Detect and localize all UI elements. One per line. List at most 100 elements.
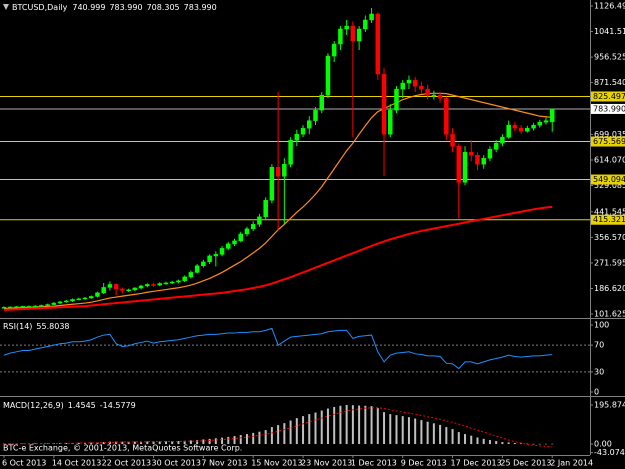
candle-body bbox=[518, 127, 524, 132]
candle-body bbox=[194, 265, 200, 273]
x-tick-label: 17 Dec 2013 bbox=[451, 459, 502, 468]
macd-bar bbox=[488, 440, 491, 445]
candle-body bbox=[506, 124, 511, 138]
macd-bar bbox=[308, 414, 311, 445]
candle-body bbox=[375, 13, 381, 75]
macd-bar bbox=[364, 405, 367, 445]
candle-body bbox=[213, 254, 219, 257]
candle-body bbox=[431, 94, 437, 97]
y-tick-label: 871.540 bbox=[594, 78, 625, 87]
candle-body bbox=[475, 154, 480, 165]
candle-body bbox=[512, 124, 518, 129]
candle-body bbox=[338, 28, 343, 45]
candle-body bbox=[363, 19, 368, 30]
candle-body bbox=[487, 148, 493, 159]
macd-bar bbox=[189, 440, 192, 445]
candle-body bbox=[319, 94, 324, 111]
macd-bar bbox=[171, 441, 174, 445]
candle-body bbox=[269, 166, 275, 201]
macd-bar bbox=[152, 441, 155, 445]
macd-bar bbox=[320, 410, 323, 445]
candle-body bbox=[531, 124, 536, 129]
candle-body bbox=[313, 109, 318, 121]
macd-bar bbox=[414, 418, 417, 445]
candle-body bbox=[462, 151, 468, 183]
macd-bar bbox=[464, 434, 467, 445]
candle-body bbox=[294, 133, 300, 141]
macd-bar bbox=[445, 427, 448, 445]
macd-bar bbox=[333, 406, 336, 445]
macd-bar bbox=[351, 405, 354, 445]
macd-bar bbox=[401, 416, 404, 445]
chart-header: BTCUSD,Daily 740.999 783.990 708.305 783.990 bbox=[12, 3, 217, 12]
candle-body bbox=[437, 94, 443, 99]
candle-body bbox=[82, 297, 88, 300]
macd-bar bbox=[214, 438, 217, 445]
candle-body bbox=[45, 304, 50, 306]
macd-bar bbox=[501, 442, 504, 445]
y-tick-label: 100 bbox=[594, 321, 609, 330]
x-tick-label: 2 Jan 2014 bbox=[550, 459, 593, 468]
symbol: BTCUSD,Daily bbox=[12, 3, 68, 12]
candle-body bbox=[394, 88, 399, 111]
candle-body bbox=[57, 301, 63, 304]
x-tick-label: 23 Nov 2013 bbox=[301, 459, 352, 468]
macd-bar bbox=[270, 427, 273, 445]
macd-bar bbox=[532, 443, 535, 445]
candle-body bbox=[88, 296, 94, 299]
candle-body bbox=[444, 97, 449, 135]
macd-bar bbox=[407, 417, 410, 445]
rsi-line bbox=[3, 327, 553, 370]
candle-body bbox=[32, 305, 38, 308]
macd-bar bbox=[127, 441, 130, 445]
x-tick-label: 7 Nov 2013 bbox=[201, 459, 247, 468]
y-tick-label: 0 bbox=[594, 387, 599, 396]
candle-body bbox=[388, 109, 393, 135]
macd-bar bbox=[264, 430, 267, 445]
candle-body bbox=[450, 133, 455, 147]
macd-bar bbox=[426, 421, 429, 445]
macd-bar bbox=[239, 435, 242, 445]
candle-body bbox=[481, 157, 486, 165]
current-price-label: 783.990 bbox=[593, 104, 625, 113]
rsi-last: 55.8038 bbox=[36, 322, 69, 331]
macd-bar bbox=[383, 412, 386, 445]
macd-bar bbox=[326, 408, 329, 445]
candle-body bbox=[469, 151, 474, 156]
candle-body bbox=[500, 136, 505, 144]
candle-body bbox=[101, 287, 106, 294]
macd-bar bbox=[252, 432, 255, 445]
candle-body bbox=[356, 28, 362, 42]
y-tick-label: 529.085 bbox=[594, 181, 625, 190]
candle-body bbox=[263, 200, 268, 218]
macd-bar bbox=[196, 440, 199, 445]
macd-bar bbox=[183, 440, 186, 445]
candle-body bbox=[549, 108, 555, 123]
y-tick-label: 1041.510 bbox=[594, 27, 625, 36]
macd-bar bbox=[158, 441, 161, 445]
candle-body bbox=[543, 120, 549, 123]
macd-bar bbox=[65, 443, 68, 445]
candle-body bbox=[1, 307, 7, 309]
candle-body bbox=[219, 248, 225, 255]
candle-body bbox=[7, 306, 13, 309]
macd-bar bbox=[302, 416, 305, 445]
candle-body bbox=[257, 216, 262, 225]
x-tick-label: 30 Oct 2013 bbox=[152, 459, 201, 468]
candle-body bbox=[307, 120, 312, 129]
candle-body bbox=[369, 13, 374, 21]
candle-body bbox=[344, 25, 349, 30]
candle-body bbox=[250, 224, 256, 230]
y-tick-label: 101.625 bbox=[594, 309, 625, 318]
macd-bar bbox=[21, 443, 24, 445]
x-tick-label: 15 Nov 2013 bbox=[251, 459, 302, 468]
candle-body bbox=[169, 281, 175, 284]
macd-bar bbox=[526, 443, 529, 445]
macd-bar bbox=[345, 404, 348, 445]
x-tick-label: 14 Oct 2013 bbox=[52, 459, 101, 468]
signal-last: -14.5779 bbox=[100, 401, 136, 410]
candle-body bbox=[76, 298, 82, 301]
macd-bar bbox=[245, 434, 248, 445]
copyright: BTC-e Exchange, © 2001-2013, MetaQuotes … bbox=[3, 444, 242, 453]
